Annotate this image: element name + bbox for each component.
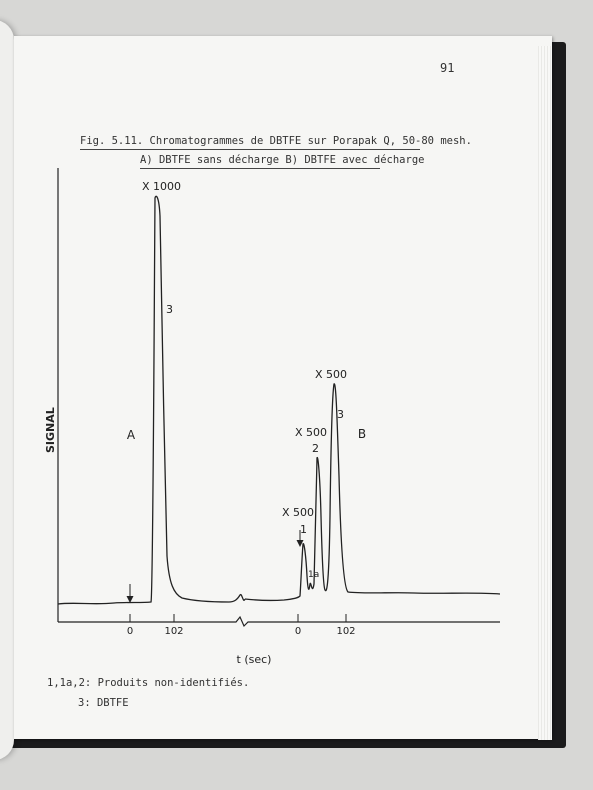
peak-b1a-label: 1a	[308, 570, 319, 580]
peak-b2-scale: X 500	[295, 426, 327, 439]
y-axis-label: SIGNAL	[44, 407, 57, 453]
peak-b2-label: 2	[312, 442, 319, 455]
trace-a	[57, 195, 246, 605]
chromatogram-figure: SIGNAL t (sec) A B 0 102 0 102 X 1000 3	[44, 168, 501, 666]
tick-label-a-0: 0	[127, 626, 133, 637]
caption-underline-2	[140, 168, 380, 169]
figure-caption-line1: Fig. 5.11. Chromatogrammes de DBTFE sur …	[80, 135, 472, 147]
injection-arrow-a	[126, 584, 134, 603]
peak-b3-scale: X 500	[315, 368, 347, 381]
book-page: 91 Fig. 5.11. Chromatogrammes de DBTFE s…	[14, 36, 552, 739]
page-block-edge	[538, 46, 552, 740]
injection-arrow-b	[296, 530, 304, 547]
page-number: 91	[440, 61, 455, 75]
peak-b1-scale: X 500	[282, 506, 314, 519]
tick-label-a-102: 102	[164, 626, 183, 637]
peak-b1-label: 1	[300, 523, 307, 536]
trace-b	[244, 383, 501, 602]
legend-line2: 3: DBTFE	[78, 697, 129, 709]
peak-a3-label: 3	[166, 303, 173, 316]
panel-label-b: B	[358, 427, 366, 441]
x-axis	[58, 615, 500, 628]
peak-b3-label: 3	[337, 408, 344, 421]
tick-label-b-0: 0	[295, 626, 301, 637]
figure-caption-line2: A) DBTFE sans décharge B) DBTFE avec déc…	[140, 154, 425, 166]
caption-underline-1	[80, 149, 420, 150]
x-axis-label: t (sec)	[237, 653, 272, 666]
legend-line1: 1,1a,2: Produits non-identifiés.	[47, 677, 250, 689]
tick-label-b-102: 102	[336, 626, 355, 637]
panel-label-a: A	[127, 428, 136, 442]
left-page-edge	[0, 20, 14, 760]
peak-a3-scale: X 1000	[142, 180, 181, 193]
